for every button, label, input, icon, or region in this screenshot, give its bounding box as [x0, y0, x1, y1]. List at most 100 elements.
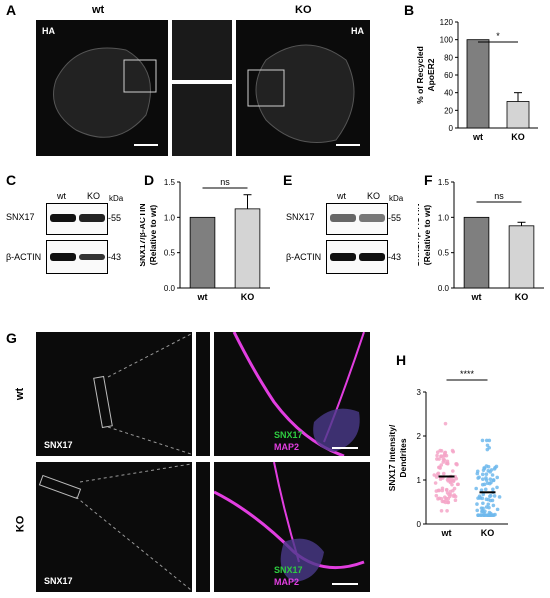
y-tick-label: 0.0 [164, 284, 176, 293]
data-point-ko [484, 505, 489, 509]
data-point-wt [432, 473, 437, 477]
panel-a-ko-header: KO [295, 4, 312, 16]
blot-band [330, 253, 356, 261]
blot-row-actin: β-ACTIN [6, 252, 42, 262]
blot-col-ko: KO [87, 191, 101, 201]
blot-row-snx17: SNX17 [286, 212, 315, 222]
x-tick-label: KO [481, 528, 495, 538]
channel-label-green: SNX17 [274, 430, 303, 440]
data-point-ko [478, 496, 482, 500]
y-axis-label-line: (Relative to wt) [148, 205, 158, 266]
y-tick-label: 1.5 [438, 178, 450, 187]
data-point-ko [483, 487, 488, 492]
data-point-ko [486, 497, 491, 502]
data-point-ko [495, 507, 500, 512]
scale-bar [134, 144, 158, 146]
channel-label-magenta: MAP2 [274, 577, 300, 587]
data-point-wt [441, 471, 446, 476]
chart-f: 0.0 0.5 1.0 1.5 SNX17/β-ACTIN (Relative to wt… [418, 178, 544, 302]
data-point-ko [479, 488, 484, 492]
data-point-wt [441, 457, 446, 461]
blot-actin [326, 240, 388, 274]
data-point-wt [450, 482, 454, 487]
x-tick-label: wt [472, 132, 483, 142]
y-tick-label: 20 [444, 106, 453, 115]
data-point-wt [444, 496, 449, 501]
data-point-ko [476, 513, 481, 517]
chart-d: 0.0 0.5 1.0 1.5 SNX17/β-ACTIN (Relative to wt… [140, 177, 270, 302]
data-point-wt [451, 488, 455, 493]
data-point-ko [492, 494, 497, 498]
bar-wt [463, 216, 490, 289]
chart-b: 0 20 40 60 80 100 120 % of Recycled ApoER2 wt KO * [415, 18, 538, 142]
data-point-ko [487, 445, 491, 450]
blot-actin [46, 240, 108, 274]
x-tick-label: KO [515, 292, 529, 302]
bar-ko [234, 208, 261, 289]
cell-outline [53, 47, 157, 138]
data-point-wt [443, 421, 448, 426]
data-point-wt [439, 454, 443, 459]
significance-label: ns [494, 191, 504, 201]
x-tick-label: KO [511, 132, 525, 142]
data-point-ko [493, 465, 497, 470]
channel-label-magenta: MAP2 [274, 442, 300, 452]
y-tick-label: 0.5 [438, 249, 450, 258]
blot-kda-43: -43 [388, 252, 402, 262]
y-tick-label: 0 [449, 124, 454, 133]
data-point-wt [455, 462, 459, 467]
data-point-ko [475, 469, 480, 474]
neuron-merge [214, 462, 365, 582]
chart-h: 0 1 2 3 SNX17 Intensity/Dendrites wt KO **** [387, 369, 508, 538]
data-point-wt [437, 465, 442, 469]
blot-row-actin: β-ACTIN [286, 252, 322, 262]
y-tick-label: 1.5 [164, 178, 176, 187]
x-tick-label: wt [441, 528, 452, 538]
y-axis-label-line: SNX17/β-ACTIN [140, 203, 147, 266]
data-point-ko [479, 506, 484, 510]
data-point-wt [435, 453, 439, 458]
channel-label: HA [351, 26, 364, 36]
blot-band [79, 214, 105, 222]
x-tick-label: wt [197, 292, 208, 302]
significance-label: **** [460, 369, 475, 379]
data-point-ko [479, 513, 483, 517]
y-axis-label-line: SNX17/β-ACTIN [418, 203, 421, 266]
x-tick-label: KO [241, 292, 255, 302]
neuron-merge [232, 332, 365, 456]
blot-row-snx17: SNX17 [6, 212, 35, 222]
micrograph-ko-dendrite-zoom [196, 462, 210, 592]
data-point-ko [484, 472, 489, 477]
blot-snx17 [46, 203, 108, 235]
data-point-ko [477, 475, 481, 480]
panel-label-b: B [404, 2, 415, 18]
data-point-ko [497, 495, 502, 499]
micrograph-wt-merge: SNX17 MAP2 [214, 332, 370, 456]
micrograph-ko-merge: SNX17 MAP2 [214, 462, 370, 592]
data-point-wt [451, 469, 455, 473]
blot-band [359, 214, 385, 222]
y-axis-label-line: % of Recycled [415, 46, 425, 104]
y-tick-label: 1.0 [438, 213, 450, 222]
scale-bar [332, 583, 358, 585]
blot-snx17 [326, 203, 388, 235]
neuron-gray [38, 463, 192, 591]
panel-g-row-wt: wt [14, 387, 27, 401]
blot-band [330, 214, 356, 222]
micrograph-wt-ha: HA [36, 20, 168, 156]
data-point-ko [475, 508, 480, 513]
data-point-ko [484, 478, 489, 482]
data-point-ko [485, 513, 490, 517]
data-point-wt [440, 486, 445, 491]
blot-band [79, 254, 105, 260]
panel-label-f: F [424, 172, 433, 188]
data-point-wt [445, 509, 449, 513]
y-tick-label: 0 [417, 520, 422, 529]
blot-band [359, 253, 385, 261]
blot-col-wt: wt [57, 191, 66, 201]
y-axis-label: SNX17 Intensity/Dendrites [387, 424, 408, 491]
zoom-puncta [172, 84, 232, 156]
y-tick-label: 100 [440, 36, 454, 45]
data-point-ko [490, 498, 495, 503]
data-point-wt [454, 476, 459, 481]
